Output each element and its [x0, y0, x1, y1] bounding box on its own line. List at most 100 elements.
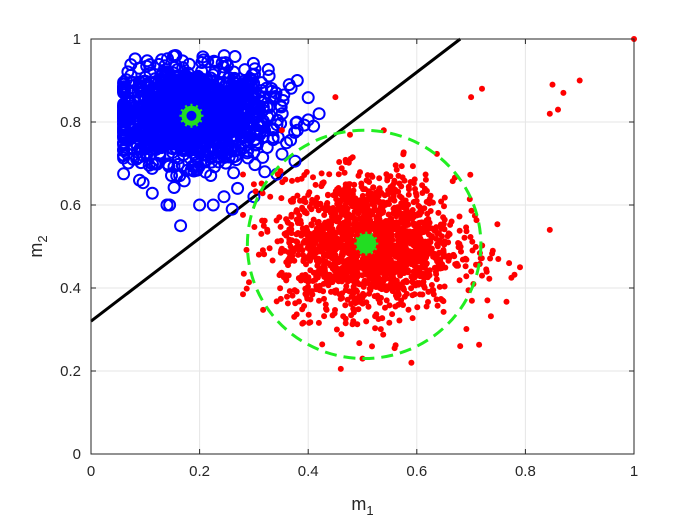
red-point: [318, 229, 325, 236]
red-point: [394, 294, 400, 301]
red-point: [446, 252, 452, 259]
blue-point: [117, 82, 131, 96]
red-point: [283, 276, 290, 283]
red-point: [386, 319, 393, 326]
x-tick-label: 0.2: [189, 463, 210, 480]
red-point: [277, 223, 284, 230]
red-point: [382, 304, 388, 311]
blue-point: [176, 86, 190, 100]
x-tick-label: 0.8: [515, 463, 536, 480]
red-point: [294, 192, 301, 199]
red-point: [351, 215, 358, 222]
red-point: [436, 283, 443, 290]
red-point: [323, 305, 329, 312]
red-point: [342, 181, 349, 188]
red-point: [325, 250, 332, 257]
red-point: [347, 131, 353, 138]
red-point: [306, 189, 313, 196]
red-point: [359, 260, 366, 267]
centroid-spike: [369, 232, 374, 238]
red-point: [444, 233, 451, 240]
red-point: [312, 181, 319, 188]
centroid-spike: [184, 104, 189, 110]
red-point: [284, 293, 290, 300]
red-point: [325, 192, 331, 199]
red-point: [351, 181, 358, 188]
red-point: [489, 247, 496, 254]
red-point: [246, 279, 252, 286]
red-point: [342, 315, 349, 322]
red-point: [379, 315, 386, 322]
red-point: [323, 280, 330, 287]
red-point: [410, 255, 417, 262]
red-point: [330, 192, 337, 199]
red-point: [437, 221, 444, 228]
red-point: [376, 200, 383, 206]
blue-point: [184, 163, 198, 177]
blue-point: [134, 142, 148, 156]
red-point: [350, 187, 357, 194]
red-point: [372, 220, 379, 227]
red-point: [259, 217, 266, 224]
blue-point: [301, 91, 315, 105]
red-point: [401, 245, 408, 252]
blue-point: [143, 93, 157, 107]
blue-point: [189, 143, 203, 157]
red-point: [395, 289, 402, 296]
blue-point: [156, 98, 170, 112]
red-point: [469, 247, 476, 254]
red-point: [456, 213, 463, 220]
red-point: [448, 218, 455, 225]
red-point: [456, 277, 463, 284]
red-point: [409, 233, 416, 239]
centroid-spike: [197, 108, 203, 113]
red-point: [503, 298, 510, 305]
red-point: [440, 308, 447, 315]
red-point: [308, 221, 315, 228]
red-point: [376, 212, 383, 219]
red-point: [377, 326, 384, 333]
red-point: [309, 278, 316, 284]
red-point: [321, 313, 328, 320]
red-point: [305, 283, 311, 290]
blue-point: [219, 93, 233, 107]
axis-ticks: 0 0.2 0.4 0.6 0.8 1 0 0.2 0.4 0.6 0.8 1: [60, 31, 638, 480]
y-tick-label: 1: [73, 31, 81, 48]
blue-point: [117, 167, 131, 181]
red-point: [336, 197, 343, 204]
blue-point: [199, 77, 213, 91]
y-axis-label-base: m: [26, 243, 46, 258]
red-point: [296, 212, 303, 219]
blue-point: [289, 116, 303, 130]
red-point: [411, 263, 418, 269]
blue-point: [161, 52, 174, 66]
red-point: [356, 297, 363, 304]
red-point: [411, 274, 418, 281]
blue-point: [225, 202, 239, 216]
red-point: [434, 252, 441, 259]
y-tick-label: 0.2: [60, 363, 81, 380]
red-point: [422, 265, 428, 271]
x-axis-label-base: m: [351, 494, 366, 514]
red-point: [401, 293, 408, 300]
red-point: [355, 172, 362, 179]
blue-point: [139, 114, 153, 128]
red-point: [329, 217, 336, 224]
centroid-spike: [359, 250, 364, 255]
x-axis-label: m1: [351, 494, 373, 518]
blue-point: [257, 95, 270, 109]
blue-point: [258, 165, 272, 179]
red-point: [379, 204, 386, 211]
red-point: [323, 233, 330, 240]
y-axis-label: m2: [26, 235, 50, 257]
red-point: [337, 365, 344, 372]
red-point: [476, 341, 483, 348]
centroid-spike: [194, 122, 199, 127]
red-point: [355, 210, 362, 217]
red-point: [289, 253, 296, 259]
blue-point: [161, 97, 175, 111]
red-point: [269, 257, 276, 264]
blue-point: [290, 123, 304, 137]
red-point: [354, 321, 361, 328]
red-point: [463, 273, 470, 280]
